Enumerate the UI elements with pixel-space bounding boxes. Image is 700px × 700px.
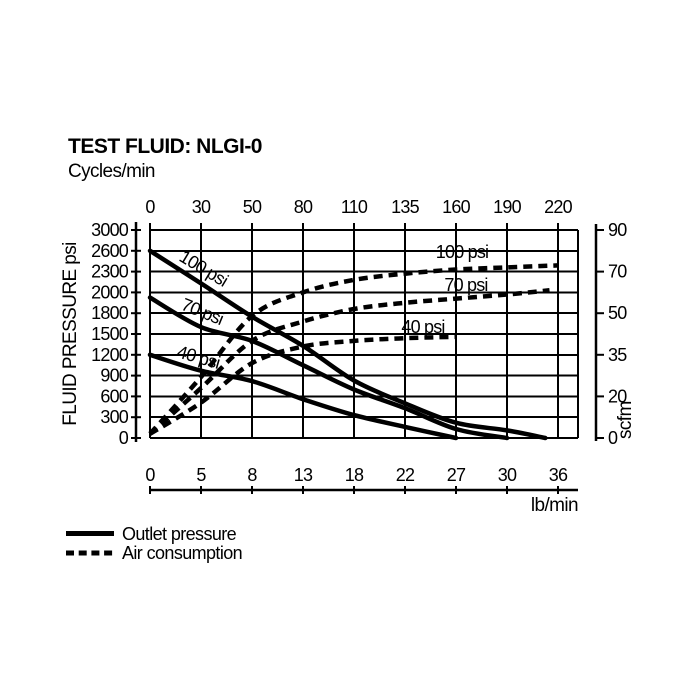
bottom-tick-label: 0 bbox=[145, 465, 155, 485]
bottom-axis: 0 5 8 13 18 22 27 30 36 bbox=[145, 465, 578, 494]
bottom-tick-label: 22 bbox=[396, 465, 415, 485]
top-axis-title: Cycles/min bbox=[68, 161, 155, 182]
bottom-tick-label: 8 bbox=[247, 465, 257, 485]
curve-dashed-70-psi bbox=[148, 288, 550, 436]
curve-inline-label: 70 psi bbox=[179, 294, 227, 329]
bottom-tick-label: 5 bbox=[196, 465, 206, 485]
curve-dashed-100-psi bbox=[148, 263, 559, 436]
left-tick-label: 2600 bbox=[91, 241, 129, 261]
left-tick-label: 2000 bbox=[91, 282, 129, 302]
left-tick-label: 1500 bbox=[91, 324, 129, 344]
top-tick-label: 160 bbox=[442, 197, 470, 217]
top-tick-label: 30 bbox=[192, 197, 211, 217]
bottom-tick-label: 36 bbox=[549, 465, 568, 485]
curve-inline-label: 100 psi bbox=[436, 242, 488, 262]
left-tick-label: 300 bbox=[100, 407, 128, 427]
curves bbox=[147, 248, 559, 441]
left-tick-label: 1200 bbox=[91, 345, 129, 365]
top-tick-label: 220 bbox=[544, 197, 572, 217]
top-tick-label: 190 bbox=[493, 197, 521, 217]
right-axis: 90 70 50 35 20 0 bbox=[594, 220, 628, 448]
left-axis-title: FLUID PRESSURE psi bbox=[60, 242, 81, 425]
left-tick-label: 2300 bbox=[91, 262, 129, 282]
top-tick-label: 0 bbox=[145, 197, 155, 217]
left-tick-label: 0 bbox=[119, 428, 129, 448]
legend-air-consumption-label: Air consumption bbox=[122, 543, 242, 563]
chart-title: TEST FLUID: NLGI-0 bbox=[68, 135, 262, 158]
top-tick-label: 135 bbox=[391, 197, 419, 217]
grid bbox=[149, 229, 579, 439]
top-tick-label: 80 bbox=[294, 197, 313, 217]
top-tick-label: 50 bbox=[243, 197, 262, 217]
curve-inline-label: 70 psi bbox=[444, 275, 487, 295]
left-tick-label: 3000 bbox=[91, 220, 129, 240]
left-tick-label: 600 bbox=[100, 386, 128, 406]
curve-solid-70-psi bbox=[147, 295, 510, 441]
right-axis-title: scfm bbox=[615, 401, 636, 439]
bottom-tick-label: 13 bbox=[294, 465, 313, 485]
bottom-axis-title: lb/min bbox=[531, 495, 578, 516]
right-tick-label: 50 bbox=[608, 303, 627, 323]
curve-solid-40-psi bbox=[147, 352, 459, 441]
curve-solid-100-psi bbox=[147, 248, 548, 441]
top-tick-label: 110 bbox=[341, 197, 368, 217]
right-tick-label: 90 bbox=[608, 220, 627, 240]
left-tick-label: 1800 bbox=[91, 303, 129, 323]
bottom-tick-label: 30 bbox=[498, 465, 517, 485]
bottom-tick-label: 27 bbox=[447, 465, 466, 485]
right-tick-label: 0 bbox=[608, 428, 618, 448]
curve-inline-label: 40 psi bbox=[401, 317, 444, 337]
bottom-tick-label: 18 bbox=[345, 465, 364, 485]
right-tick-label: 35 bbox=[608, 345, 627, 365]
right-tick-label: 70 bbox=[608, 262, 627, 282]
legend: Outlet pressure Air consumption bbox=[66, 524, 243, 563]
top-axis: 0 30 50 80 110 135 160 190 220 bbox=[145, 197, 573, 230]
left-tick-label: 900 bbox=[100, 366, 128, 386]
right-tick-label: 20 bbox=[608, 386, 627, 406]
legend-outlet-pressure-label: Outlet pressure bbox=[122, 524, 237, 544]
